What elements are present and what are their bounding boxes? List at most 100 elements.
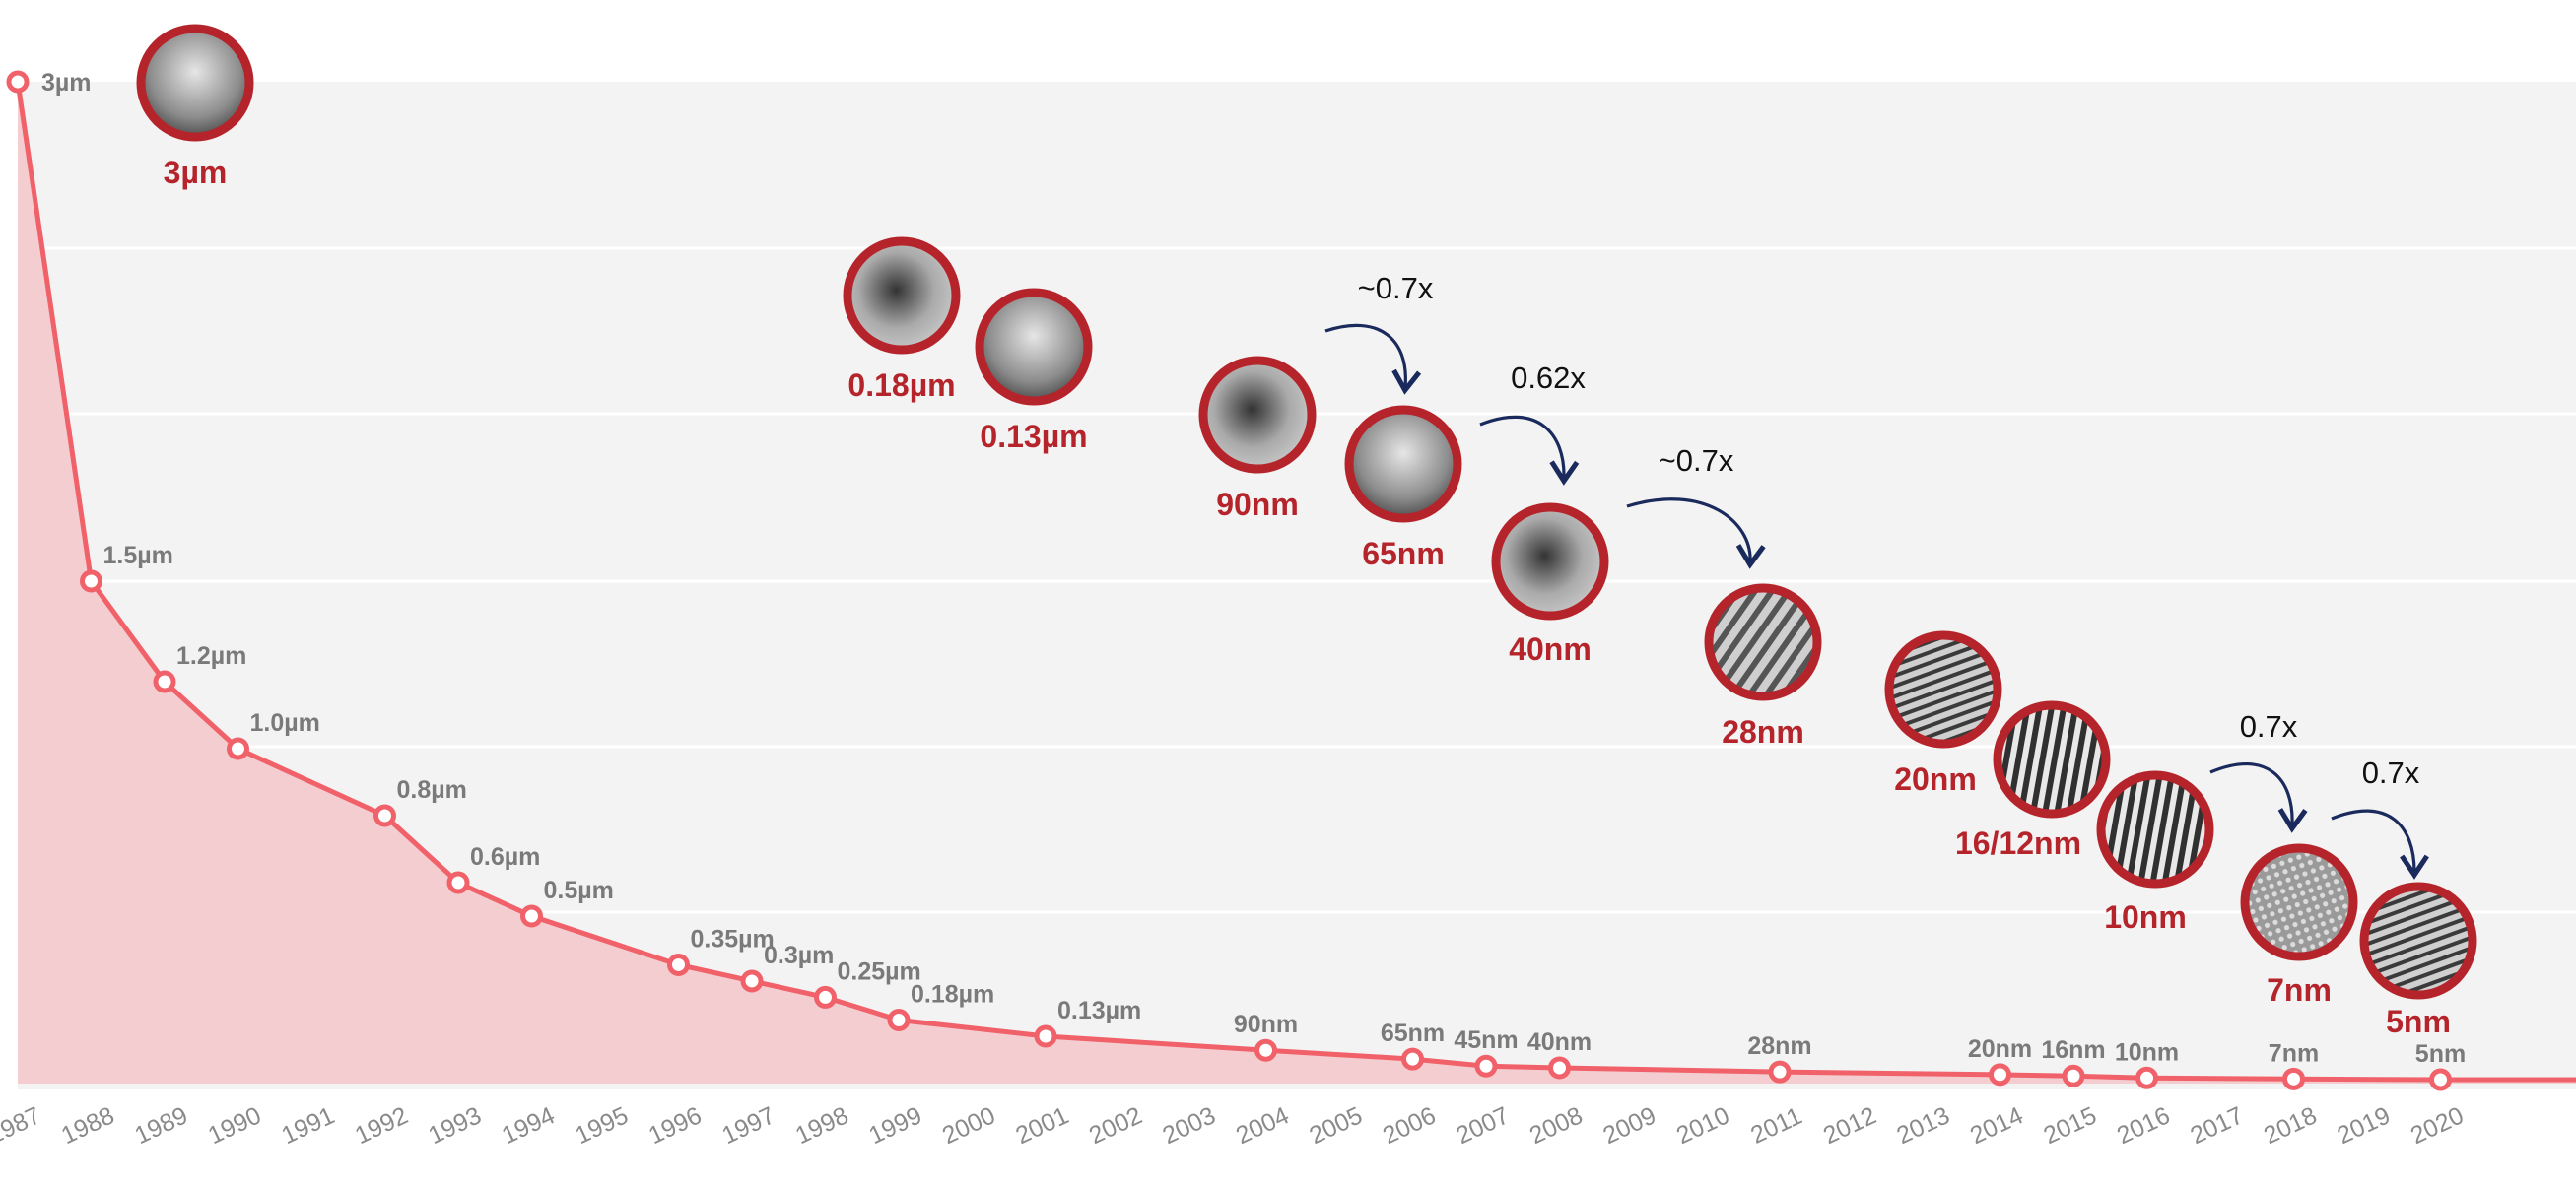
node-image-28nm xyxy=(1704,583,1822,701)
node-label-20nm: 20nm xyxy=(1894,761,1977,797)
node-image-fill xyxy=(847,241,956,350)
scaling-annotations: ~0.7x 0.62x ~0.7x 0.7x 0.7x xyxy=(1324,271,2429,880)
node-image-ring xyxy=(2359,882,2477,1000)
scaling-label-3: 0.7x xyxy=(2240,709,2298,744)
data-point-2018 xyxy=(2282,1067,2305,1090)
x-tick-1999: 1999 xyxy=(864,1101,925,1150)
x-tick-2018: 2018 xyxy=(2260,1101,2321,1150)
node-image-fill xyxy=(1709,588,1817,696)
x-tick-2012: 2012 xyxy=(1819,1101,1880,1150)
data-point-2020 xyxy=(2429,1068,2452,1091)
node-label-3µm: 3µm xyxy=(164,155,228,190)
node-image-16/12nm xyxy=(1993,700,2111,819)
scaling-label-4: 0.7x xyxy=(2362,756,2420,790)
point-label-2015: 16nm xyxy=(2041,1036,2105,1064)
node-image-90nm xyxy=(1198,356,1317,474)
x-tick-2020: 2020 xyxy=(2407,1101,2468,1150)
data-point-1996 xyxy=(667,953,690,976)
node-image-ring xyxy=(2096,770,2214,889)
data-point-2004 xyxy=(1254,1038,1277,1062)
x-tick-2005: 2005 xyxy=(1305,1101,1366,1150)
x-tick-2015: 2015 xyxy=(2039,1101,2100,1150)
data-point-2001 xyxy=(1034,1024,1057,1048)
x-tick-2014: 2014 xyxy=(1966,1101,2027,1150)
node-image-ring xyxy=(1884,630,2002,749)
data-point-2011 xyxy=(1768,1060,1792,1084)
x-tick-2013: 2013 xyxy=(1892,1101,1953,1150)
node-label-0.18µm: 0.18µm xyxy=(847,367,955,403)
node-label-28nm: 28nm xyxy=(1722,714,1804,750)
data-point-1989 xyxy=(153,670,176,693)
node-image-0.18µm xyxy=(843,236,961,355)
node-image-ring xyxy=(843,236,961,355)
scaling-label-0: ~0.7x xyxy=(1358,271,1434,305)
node-image-ring xyxy=(1344,405,1462,523)
x-tick-2002: 2002 xyxy=(1085,1101,1146,1150)
node-image-fill xyxy=(1496,507,1604,616)
point-label-2007: 45nm xyxy=(1454,1026,1518,1054)
scaling-arrow-2 xyxy=(1626,497,1766,569)
node-label-40nm: 40nm xyxy=(1509,631,1592,667)
scaling-label-2: ~0.7x xyxy=(1659,443,1734,478)
node-image-ring xyxy=(1704,583,1822,701)
node-image-20nm xyxy=(1884,630,2002,749)
point-label-1989: 1.2µm xyxy=(176,642,246,670)
x-tick-1998: 1998 xyxy=(791,1101,852,1150)
node-label-0.13µm: 0.13µm xyxy=(980,419,1087,454)
node-label-90nm: 90nm xyxy=(1216,487,1299,522)
point-label-2018: 7nm xyxy=(2269,1039,2319,1067)
data-point-1993 xyxy=(446,871,470,894)
point-label-1993: 0.6µm xyxy=(470,843,540,871)
data-point-1999 xyxy=(887,1009,911,1032)
x-tick-2008: 2008 xyxy=(1525,1101,1587,1150)
data-point-1992 xyxy=(373,804,396,827)
x-tick-2010: 2010 xyxy=(1672,1101,1733,1150)
node-image-3µm xyxy=(136,24,254,142)
x-tick-1990: 1990 xyxy=(204,1101,265,1150)
scaling-arrow-4 xyxy=(2331,809,2429,880)
node-image-ring xyxy=(975,288,1093,406)
node-image-65nm xyxy=(1344,405,1462,523)
x-tick-1989: 1989 xyxy=(130,1101,191,1150)
node-image-fill xyxy=(1889,635,1998,744)
data-point-2006 xyxy=(1401,1047,1424,1071)
data-points xyxy=(6,70,2452,1091)
scaling-arrow-0 xyxy=(1324,323,1422,395)
node-label-65nm: 65nm xyxy=(1362,536,1445,571)
x-tick-2004: 2004 xyxy=(1232,1101,1293,1150)
node-label-10nm: 10nm xyxy=(2104,899,2187,935)
point-label-2004: 90nm xyxy=(1234,1011,1298,1038)
x-tick-2019: 2019 xyxy=(2333,1101,2394,1150)
data-point-2008 xyxy=(1548,1056,1571,1080)
x-tick-1996: 1996 xyxy=(644,1101,706,1150)
node-image-0.13µm xyxy=(975,288,1093,406)
node-label-5nm: 5nm xyxy=(2386,1004,2451,1039)
x-tick-1994: 1994 xyxy=(498,1101,559,1150)
x-tick-2009: 2009 xyxy=(1598,1101,1660,1150)
x-tick-1993: 1993 xyxy=(424,1101,485,1150)
point-label-2006: 65nm xyxy=(1381,1020,1445,1047)
x-tick-1991: 1991 xyxy=(277,1101,338,1150)
node-image-ring xyxy=(2240,843,2358,961)
scaling-arrow-1 xyxy=(1479,415,1580,486)
data-point-2015 xyxy=(2062,1064,2085,1087)
x-tick-2001: 2001 xyxy=(1011,1101,1072,1150)
point-label-1999: 0.18µm xyxy=(911,981,994,1009)
x-tick-2017: 2017 xyxy=(2186,1101,2247,1150)
data-point-1987 xyxy=(6,70,30,94)
point-label-1998: 0.25µm xyxy=(838,957,921,985)
x-tick-2011: 2011 xyxy=(1746,1102,1806,1150)
x-tick-2007: 2007 xyxy=(1452,1101,1513,1150)
node-image-10nm xyxy=(2096,770,2214,889)
node-image-ring xyxy=(1993,700,2111,819)
node-image-7nm xyxy=(2240,843,2358,961)
node-image-fill xyxy=(1998,705,2106,814)
point-label-1990: 1.0µm xyxy=(250,709,320,737)
node-image-fill xyxy=(1349,410,1457,518)
node-image-5nm xyxy=(2359,882,2477,1000)
point-labels: 3µm1.5µm1.2µm1.0µm0.8µm0.6µm0.5µm0.35µm0… xyxy=(41,69,2466,1068)
node-image-ring xyxy=(1198,356,1317,474)
node-image-fill xyxy=(2101,775,2209,884)
x-tick-1988: 1988 xyxy=(57,1101,118,1150)
